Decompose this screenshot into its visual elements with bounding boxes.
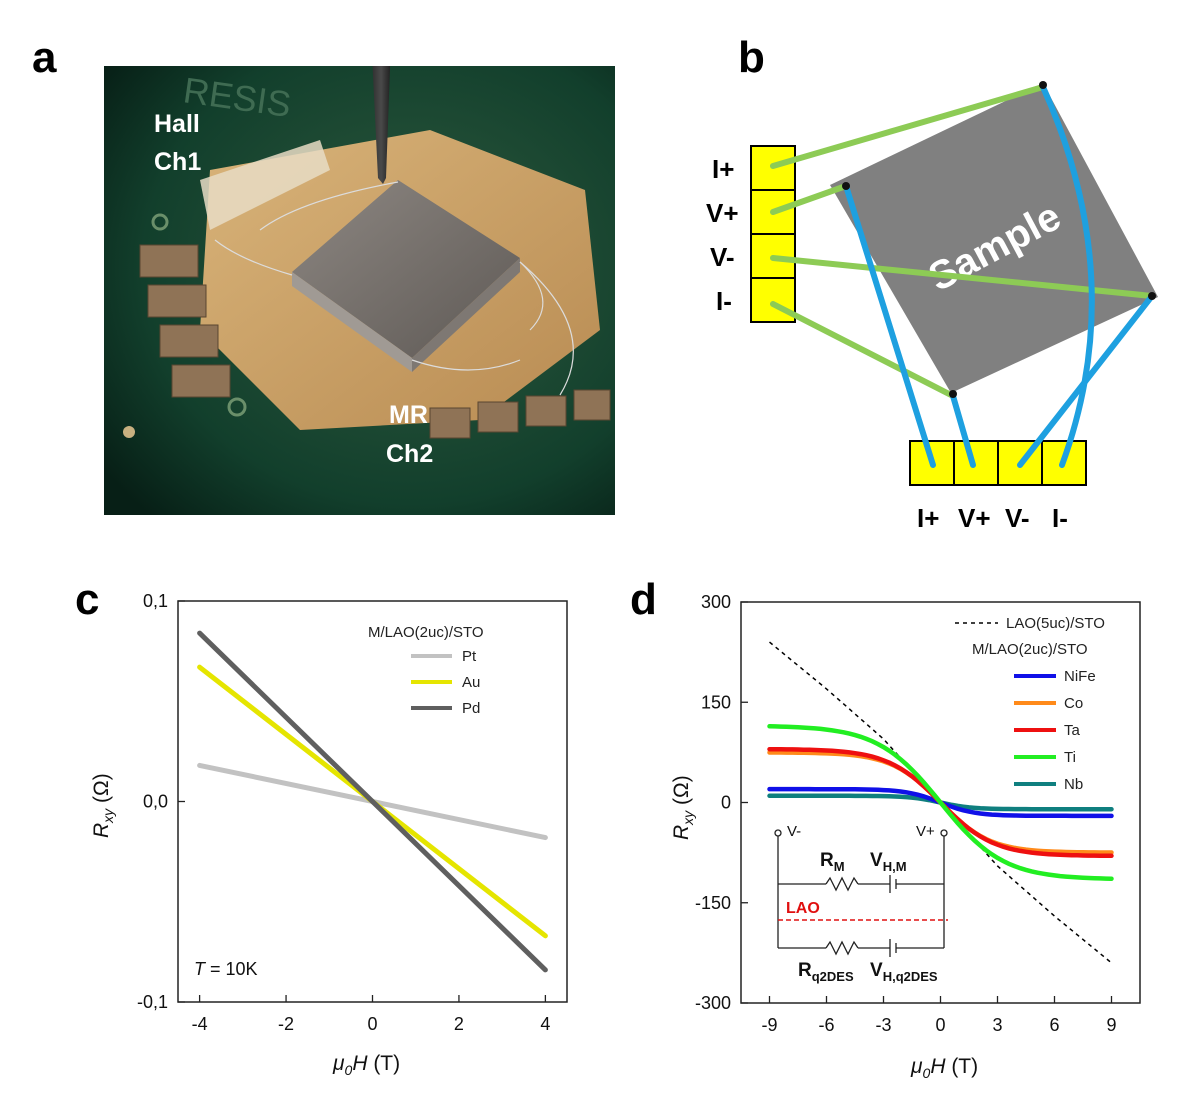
panel-b-diagram: Sample I+ V+ bbox=[706, 81, 1158, 533]
chart-d-legend-reference: LAO(5uc)/STO bbox=[1006, 615, 1105, 632]
chart-d-xlabel: μ0H (T) bbox=[910, 1055, 978, 1081]
panel-d-letter: d bbox=[630, 575, 657, 624]
mr-label-line2: Ch2 bbox=[386, 440, 433, 468]
silver-paste bbox=[200, 140, 330, 230]
panel-a-letter: a bbox=[32, 33, 57, 82]
chart-c-ytick-label: -0,1 bbox=[137, 992, 168, 1012]
circuit-rm: RM bbox=[820, 850, 845, 874]
panel-b-letter: b bbox=[738, 33, 765, 82]
chart-c-xtick-label: -4 bbox=[192, 1014, 208, 1034]
circuit-rq2des: Rq2DES bbox=[798, 960, 854, 984]
circuit-inset bbox=[774, 829, 948, 957]
blue-wires bbox=[843, 84, 1155, 468]
bond-wires bbox=[214, 181, 574, 396]
bottom-pin-label: I- bbox=[1052, 503, 1068, 533]
chart-c-xtick-label: 2 bbox=[454, 1014, 464, 1034]
chart-d-xtick-label: -9 bbox=[761, 1015, 777, 1035]
hall-label-line2: Ch1 bbox=[154, 148, 201, 176]
circuit-vhm: VH,M bbox=[870, 850, 907, 874]
circuit-v-minus: V- bbox=[787, 823, 801, 840]
sample-chip-edge bbox=[292, 272, 412, 372]
chart-c-series-pd bbox=[197, 630, 548, 973]
chart-d-xtick-label: 3 bbox=[992, 1015, 1002, 1035]
sample-chip bbox=[292, 180, 520, 358]
chart-c-legend-label: Pd bbox=[462, 700, 480, 717]
chart-c-ytick-label: 0,1 bbox=[143, 591, 168, 611]
chart-d-xtick-label: -3 bbox=[875, 1015, 891, 1035]
left-pin-label: V- bbox=[710, 242, 735, 272]
chart-c-xlabel: μ0H (T) bbox=[332, 1052, 400, 1078]
bond-dots bbox=[842, 81, 1156, 398]
bottom-pin-label: I+ bbox=[917, 503, 939, 533]
chart-d-legend-title: M/LAO(2uc)/STO bbox=[972, 641, 1088, 658]
bottom-pin-label: V- bbox=[1005, 503, 1030, 533]
circuit-lao-label: LAO bbox=[786, 900, 820, 917]
via-hole bbox=[151, 213, 169, 231]
chart-d-xtick-label: 0 bbox=[935, 1015, 945, 1035]
chart-d-ytick-label: 300 bbox=[701, 592, 731, 612]
sample-square bbox=[830, 83, 1158, 393]
chart-d-series-ti bbox=[767, 724, 1114, 881]
left-pin-label: I+ bbox=[712, 154, 734, 184]
left-pad-stack bbox=[750, 145, 796, 323]
panel-a-photo: RESIS bbox=[104, 66, 615, 515]
sample-chip-edge bbox=[412, 258, 520, 372]
chart-d-legend-label: Co bbox=[1064, 695, 1083, 712]
chart-c-annotation: T = 10K bbox=[194, 959, 258, 979]
via-hole bbox=[227, 397, 247, 417]
chart-d-ytick-label: 0 bbox=[721, 793, 731, 813]
left-contact-pads bbox=[139, 244, 231, 398]
bottom-pin-label: V+ bbox=[958, 503, 991, 533]
chart-d-ytick-label: 150 bbox=[701, 692, 731, 712]
chart-c-legend-label: Au bbox=[462, 674, 480, 691]
chart-c-xtick-label: 4 bbox=[540, 1014, 550, 1034]
panel-c-letter: c bbox=[75, 575, 99, 624]
chart-d-xtick-label: -6 bbox=[818, 1015, 834, 1035]
circuit-vhq2des: VH,q2DES bbox=[870, 960, 938, 984]
chart-d-legend-label: Ta bbox=[1064, 722, 1081, 739]
chart-d-legend-label: Ti bbox=[1064, 749, 1076, 766]
chart-c-legend-title: M/LAO(2uc)/STO bbox=[368, 624, 484, 641]
chart-d-ylabel: Rxy (Ω) bbox=[670, 775, 696, 840]
right-contact-pads bbox=[429, 389, 611, 439]
probe-tip bbox=[372, 66, 391, 184]
left-pin-label: I- bbox=[716, 286, 732, 316]
chart-d-legend-label: NiFe bbox=[1064, 668, 1096, 685]
chart-d-xtick-label: 6 bbox=[1049, 1015, 1059, 1035]
left-pin-label: V+ bbox=[706, 198, 739, 228]
chart-d-xtick-label: 9 bbox=[1106, 1015, 1116, 1035]
hall-label-line1: Hall bbox=[154, 110, 200, 138]
circuit-v-plus: V+ bbox=[916, 823, 935, 840]
chart-d-ytick-label: -300 bbox=[695, 993, 731, 1013]
chart-c-xtick-label: 0 bbox=[367, 1014, 377, 1034]
chart-d-ytick-label: -150 bbox=[695, 893, 731, 913]
chart-c-ylabel: Rxy (Ω) bbox=[90, 773, 116, 838]
mr-label-line1: MR bbox=[389, 401, 428, 429]
via-hole bbox=[123, 426, 135, 438]
chart-c-ytick-label: 0,0 bbox=[143, 792, 168, 812]
chart-d: -9 -6 -3 0 3 6 9 300 150 0 -150 -300 LAO(5uc)/STO M… bbox=[670, 592, 1141, 1081]
chart-c: -4 -2 0 2 40,10,0-0,1 M/LAO(2uc)/STO PtAuPd … bbox=[90, 591, 568, 1078]
chart-d-legend-label: Nb bbox=[1064, 776, 1083, 793]
chart-c-xtick-label: -2 bbox=[278, 1014, 294, 1034]
chart-c-legend-label: Pt bbox=[462, 648, 477, 665]
